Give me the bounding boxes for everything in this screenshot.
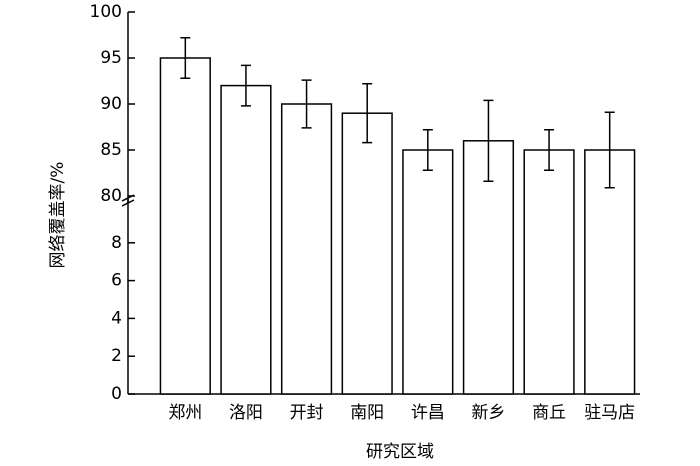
bar [220, 84, 272, 395]
error-bar [422, 129, 433, 171]
y-tick-label: 100 [90, 2, 122, 22]
error-bar [483, 99, 494, 183]
y-tick-label: 4 [111, 308, 122, 328]
x-tick-label: 开封 [290, 403, 324, 423]
error-bar [240, 64, 251, 107]
bar [280, 103, 333, 395]
bar [402, 149, 454, 395]
bar [462, 140, 515, 395]
y-tick-label: 6 [111, 271, 122, 291]
x-tick-label: 驻马店 [584, 403, 635, 423]
y-tick-label: 90 [100, 94, 122, 114]
bar [584, 149, 636, 395]
bar [341, 112, 393, 395]
y-axis-label: 网络覆盖率/% [48, 162, 68, 269]
x-tick-label: 洛阳 [229, 403, 263, 423]
error-bar [544, 129, 555, 171]
y-tick-label: 0 [111, 384, 122, 404]
error-bar [180, 37, 191, 79]
error-bar [301, 79, 312, 129]
bar [159, 57, 211, 395]
y-tick-label: 80 [100, 186, 122, 206]
x-tick-label: 许昌 [411, 403, 445, 423]
x-axis-label: 研究区域 [366, 442, 434, 462]
error-bar [604, 111, 615, 189]
x-tick-label: 新乡 [471, 403, 505, 423]
x-tick-label: 商丘 [532, 403, 566, 423]
y-tick-label: 85 [100, 140, 122, 160]
error-bar [362, 83, 373, 144]
y-tick-label: 2 [111, 346, 122, 366]
x-tick-label: 南阳 [350, 403, 384, 423]
bar [523, 149, 575, 395]
y-tick-label: 95 [100, 48, 122, 68]
x-tick-label: 郑州 [168, 403, 202, 423]
y-tick-label: 8 [111, 233, 122, 253]
